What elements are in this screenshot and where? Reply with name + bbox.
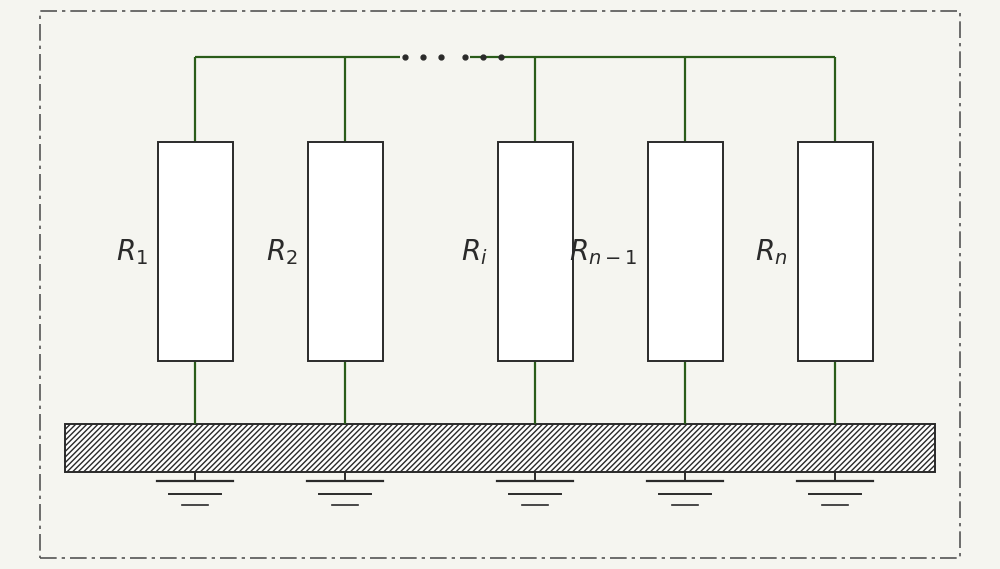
Text: $R_1$: $R_1$	[116, 237, 148, 267]
Bar	[798, 142, 872, 361]
Bar	[498, 142, 572, 361]
Text: $R_{n-1}$: $R_{n-1}$	[569, 237, 638, 267]
Text: $R_n$: $R_n$	[755, 237, 788, 267]
Bar	[648, 142, 723, 361]
Bar	[65, 424, 935, 472]
Bar	[308, 142, 382, 361]
Bar	[158, 142, 232, 361]
Bar	[65, 424, 935, 472]
Text: $R_2$: $R_2$	[266, 237, 298, 267]
Text: $R_i$: $R_i$	[461, 237, 488, 267]
